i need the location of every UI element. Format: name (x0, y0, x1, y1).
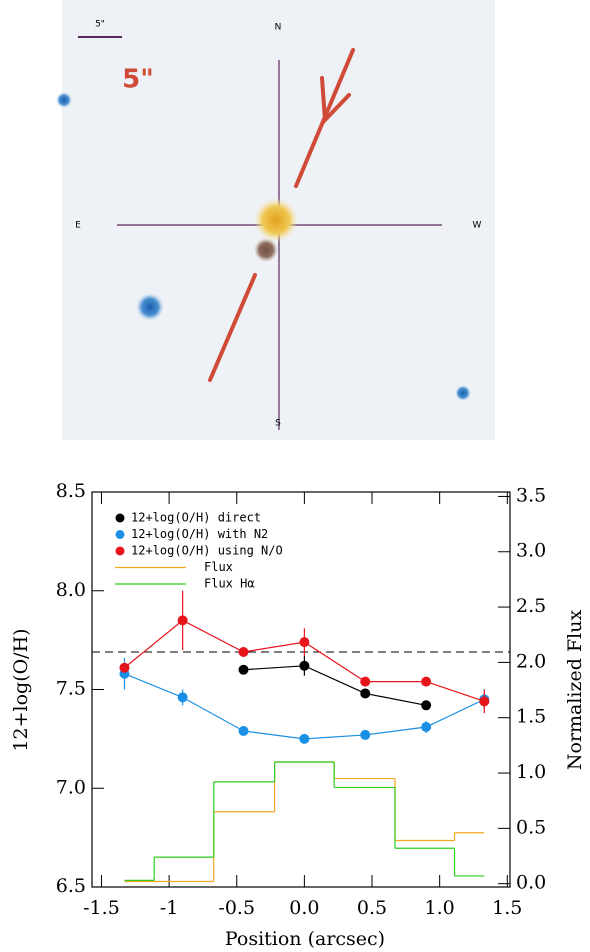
x-axis-label: Position (arcsec) (225, 928, 385, 950)
compass-label: N (275, 23, 282, 33)
sky-image: 5" 5" N S E W (56, 0, 495, 440)
series-line (243, 665, 427, 706)
y2-tick-label: 3.0 (516, 540, 546, 562)
compass-label: S (275, 419, 281, 429)
y-tick-label: 8.5 (56, 480, 86, 502)
legend-label: 12+log(O/H) with N2 (131, 527, 268, 541)
legend-label: Flux Hα (204, 577, 255, 591)
data-point (299, 660, 310, 671)
scale-label: 5" (95, 20, 105, 30)
y2-tick-label: 2.0 (516, 650, 546, 672)
data-point (177, 615, 188, 626)
data-point (299, 733, 310, 744)
data-point (360, 688, 371, 699)
data-point (421, 700, 432, 711)
y2-tick-label: 1.5 (516, 706, 546, 728)
data-point (299, 637, 310, 648)
y2-tick-label: 1.0 (516, 761, 546, 783)
star (136, 293, 164, 321)
compass-label: W (473, 221, 482, 231)
data-point (238, 646, 249, 657)
y2-tick-label: 0.0 (516, 872, 546, 894)
x-tick-label: 1.5 (492, 897, 522, 919)
y-axis-label: 12+log(O/H) (10, 628, 32, 751)
data-point (360, 676, 371, 687)
data-point (238, 725, 249, 736)
legend-label: 12+log(O/H) direct (131, 511, 261, 525)
galaxy (254, 198, 298, 242)
legend-label: Flux (204, 560, 233, 574)
legend-swatch (115, 513, 125, 523)
data-point (479, 696, 490, 707)
data-point (421, 676, 432, 687)
y2-tick-label: 2.5 (516, 595, 546, 617)
x-tick-label: 0.0 (289, 897, 319, 919)
y2-axis-label: Normalized Flux (564, 610, 586, 771)
y-tick-label: 6.5 (56, 875, 86, 897)
y-tick-label: 7.5 (56, 678, 86, 700)
star (455, 385, 471, 401)
data-point (360, 729, 371, 740)
star (56, 92, 72, 108)
x-tick-label: 0.5 (357, 897, 387, 919)
galaxy (254, 238, 278, 262)
legend-swatch (115, 530, 125, 539)
x-tick-label: -0.5 (218, 897, 255, 919)
y2-tick-label: 3.5 (516, 484, 546, 506)
y-tick-label: 8.0 (56, 579, 86, 601)
legend-swatch (115, 546, 125, 556)
slit-arrow (208, 48, 355, 382)
legend-label: 12+log(O/H) using N/O (131, 544, 283, 558)
scale-annotation: 5" (122, 65, 154, 95)
data-point (421, 722, 432, 733)
data-point (238, 664, 249, 675)
x-tick-label: -1.5 (83, 897, 120, 919)
compass-label: E (75, 221, 81, 231)
data-point (177, 692, 188, 703)
y-tick-label: 7.0 (56, 776, 86, 798)
data-point (119, 662, 130, 673)
x-tick-label: 1.0 (425, 897, 455, 919)
y2-tick-label: 0.5 (516, 816, 546, 838)
x-tick-label: -1 (160, 897, 179, 919)
